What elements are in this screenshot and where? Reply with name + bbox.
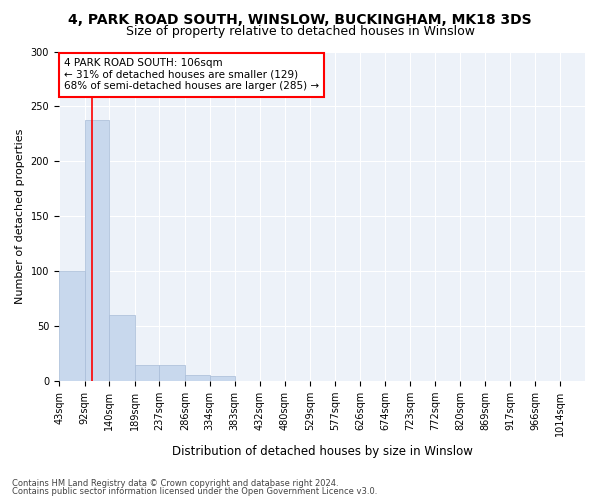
Bar: [209, 376, 235, 381]
Bar: [59, 272, 85, 381]
Y-axis label: Number of detached properties: Number of detached properties: [15, 128, 25, 304]
Bar: [160, 364, 185, 381]
X-axis label: Distribution of detached houses by size in Winslow: Distribution of detached houses by size …: [172, 444, 472, 458]
Text: 4 PARK ROAD SOUTH: 106sqm
← 31% of detached houses are smaller (129)
68% of semi: 4 PARK ROAD SOUTH: 106sqm ← 31% of detac…: [64, 58, 319, 92]
Text: Size of property relative to detached houses in Winslow: Size of property relative to detached ho…: [125, 25, 475, 38]
Text: Contains public sector information licensed under the Open Government Licence v3: Contains public sector information licen…: [12, 487, 377, 496]
Bar: [109, 316, 135, 381]
Bar: [85, 120, 109, 381]
Bar: [135, 364, 160, 381]
Text: 4, PARK ROAD SOUTH, WINSLOW, BUCKINGHAM, MK18 3DS: 4, PARK ROAD SOUTH, WINSLOW, BUCKINGHAM,…: [68, 12, 532, 26]
Text: Contains HM Land Registry data © Crown copyright and database right 2024.: Contains HM Land Registry data © Crown c…: [12, 478, 338, 488]
Bar: [185, 374, 209, 381]
